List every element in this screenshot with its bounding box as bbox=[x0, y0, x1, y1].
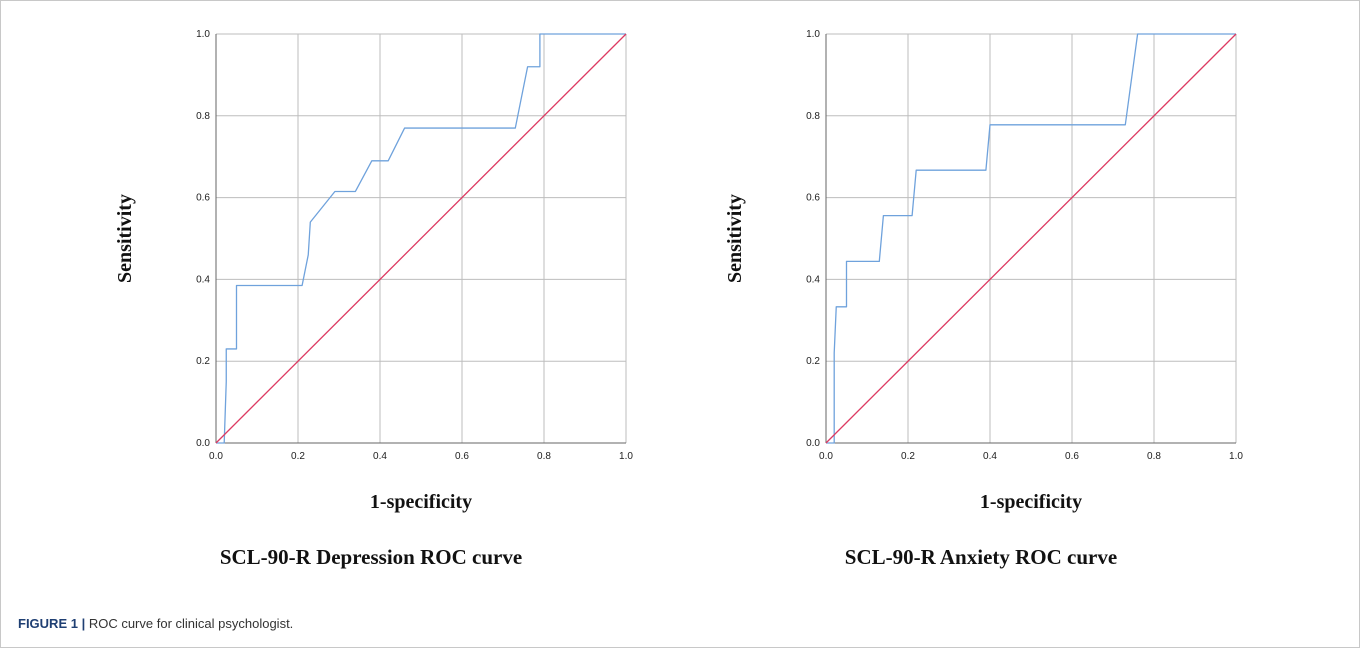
anxiety-y-tick-label: 0.0 bbox=[806, 438, 820, 449]
depression-x-tick-label: 0.4 bbox=[373, 451, 387, 462]
anxiety-y-tick-label: 0.2 bbox=[806, 356, 820, 367]
depression-y-tick-label: 0.8 bbox=[196, 111, 210, 122]
figure-caption: FIGURE 1 | ROC curve for clinical psycho… bbox=[18, 616, 293, 631]
anxiety-reference-line bbox=[825, 33, 1237, 444]
anxiety-y-tick-label: 1.0 bbox=[806, 29, 820, 40]
depression-x-tick-label: 0.8 bbox=[537, 451, 551, 462]
depression-x-tick-label: 0.0 bbox=[209, 451, 223, 462]
anxiety-x-tick-label: 0.4 bbox=[983, 451, 997, 462]
depression-y-tick-label: 0.6 bbox=[196, 193, 210, 204]
depression-y-axis-label: Sensitivity bbox=[114, 194, 136, 283]
depression-chart-title: SCL-90-R Depression ROC curve bbox=[219, 545, 523, 569]
figure-label: FIGURE 1 | bbox=[18, 616, 86, 631]
depression-x-tick-label: 1.0 bbox=[619, 451, 633, 462]
depression-roc-curve-line bbox=[216, 33, 626, 444]
anxiety-y-tick-label: 0.8 bbox=[806, 111, 820, 122]
depression-y-tick-label: 0.4 bbox=[196, 274, 210, 285]
anxiety-y-axis-label: Sensitivity bbox=[724, 194, 746, 283]
anxiety-chart-title: SCL-90-R Anxiety ROC curve bbox=[844, 545, 1118, 569]
anxiety-x-axis-label: 1-specificity bbox=[980, 491, 1082, 513]
anxiety-x-tick-label: 0.8 bbox=[1147, 451, 1161, 462]
depression-y-tick-label: 0.2 bbox=[196, 356, 210, 367]
depression-y-tick-label: 0.0 bbox=[196, 438, 210, 449]
depression-x-axis-label: 1-specificity bbox=[370, 491, 472, 513]
anxiety-roc-chart: 0.0 0.2 0.4 0.6 0.8 1.0 0.0 0.2 0.4 0.6 0.8 1.0 1-sp… bbox=[724, 29, 1243, 513]
anxiety-roc-curve-line bbox=[826, 33, 1236, 444]
depression-reference-line bbox=[215, 33, 627, 444]
depression-x-tick-label: 0.6 bbox=[455, 451, 469, 462]
anxiety-x-tick-label: 0.0 bbox=[819, 451, 833, 462]
depression-y-tick-label: 1.0 bbox=[196, 29, 210, 40]
depression-x-tick-label: 0.2 bbox=[291, 451, 305, 462]
anxiety-x-tick-label: 0.2 bbox=[901, 451, 915, 462]
anxiety-y-tick-label: 0.6 bbox=[806, 193, 820, 204]
anxiety-y-tick-label: 0.4 bbox=[806, 274, 820, 285]
depression-roc-chart: 0.0 0.2 0.4 0.6 0.8 1.0 0.0 0.2 0.4 0.6 0.8 1.0 1-sp… bbox=[114, 29, 633, 513]
anxiety-x-tick-label: 0.6 bbox=[1065, 451, 1079, 462]
figure-caption-text: ROC curve for clinical psychologist. bbox=[88, 616, 294, 631]
anxiety-x-tick-label: 1.0 bbox=[1229, 451, 1243, 462]
